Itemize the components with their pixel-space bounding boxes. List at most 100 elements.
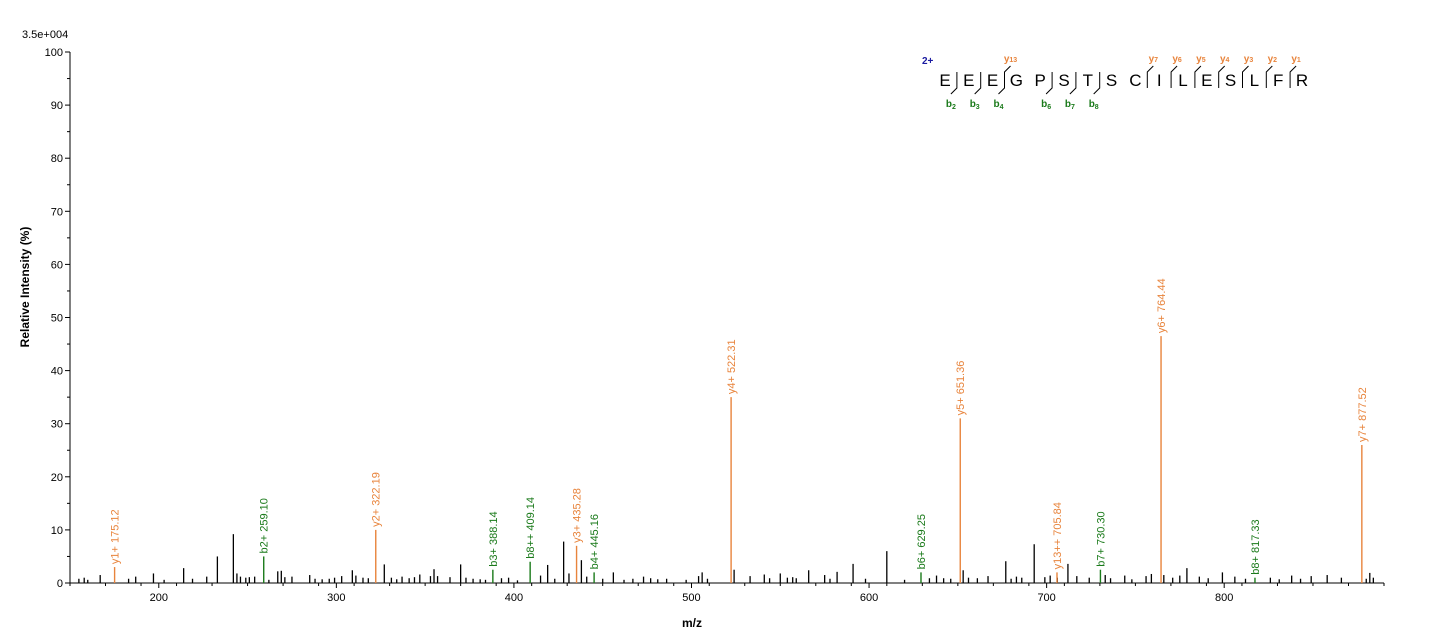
- b-ion-index: 3: [976, 104, 980, 111]
- b-ion-peak-label: b8+ 817.33: [1250, 519, 1262, 574]
- b-ion-index: 7: [1071, 104, 1075, 111]
- sequence-residue: L: [1178, 71, 1187, 90]
- y-tick-label: 90: [51, 100, 63, 112]
- y-tick-label: 50: [51, 313, 63, 325]
- y-ion-bracket: [1265, 65, 1273, 88]
- y-ion-peak-label: y1+ 175.12: [110, 509, 122, 564]
- sequence-residue: E: [1201, 71, 1212, 90]
- y-ion-peak-label: y5+ 651.36: [955, 361, 967, 416]
- sequence-residue: S: [1225, 71, 1236, 90]
- b-ion-bracket: [974, 72, 982, 95]
- sequence-residue: S: [1106, 71, 1117, 90]
- y-tick-label: 80: [51, 153, 63, 165]
- y-ion-annotation: y2: [1268, 54, 1278, 65]
- sequence-residue: G: [1010, 71, 1023, 90]
- y-tick-label: 60: [51, 259, 63, 271]
- b-ion-bracket: [950, 72, 958, 95]
- sequence-residue: S: [1058, 71, 1069, 90]
- b-ion-bracket: [1093, 72, 1101, 95]
- y-ion-peak-label: y3+ 435.28: [572, 488, 584, 543]
- y-tick-label: 30: [51, 419, 63, 431]
- y-ion-annotation: y3: [1244, 54, 1254, 65]
- y-axis-title: Relative Intensity (%): [18, 227, 32, 348]
- b-ion-annotation: b3: [970, 99, 980, 111]
- y-ion-annotation: y13: [1004, 54, 1017, 65]
- y-ion-bracket: [1146, 65, 1154, 88]
- y-ion-bracket: [1194, 65, 1202, 88]
- y-ion-annotation: y1: [1291, 54, 1301, 65]
- y-ion-index: 4: [1226, 57, 1230, 64]
- y-ion-annotation: y5: [1196, 54, 1206, 65]
- b-ion-peak-label: b7+ 730.30: [1095, 511, 1107, 566]
- b-ion-peak-label: b3+ 388.14: [488, 511, 500, 566]
- x-tick-label: 400: [505, 592, 523, 604]
- x-tick-label: 600: [860, 592, 878, 604]
- y-tick-label: 20: [51, 472, 63, 484]
- y-ion-index: 13: [1009, 57, 1017, 64]
- b-ion-index: 4: [1000, 104, 1004, 111]
- y-ion-bracket: [1242, 65, 1249, 88]
- y-ion-peak-label: y2+ 322.19: [371, 472, 383, 527]
- b-ion-peak-label: b2+ 259.10: [259, 498, 271, 553]
- y-ion-peak-label: y6+ 764.44: [1156, 278, 1168, 333]
- y-ion-index: 7: [1154, 57, 1158, 64]
- y-ion-annotation: y4: [1220, 54, 1230, 65]
- precursor-charge: 2+: [922, 56, 934, 67]
- y-tick-label: 0: [57, 578, 63, 590]
- y-ion-bracket: [1218, 65, 1226, 88]
- x-tick-label: 200: [150, 592, 168, 604]
- unmatched-peaks: [78, 534, 1374, 583]
- y-ion-bracket: [1004, 65, 1011, 88]
- b-ion-peak-label: b4+ 445.16: [589, 514, 601, 569]
- sequence-residue: L: [1250, 71, 1259, 90]
- x-tick-label: 800: [1215, 592, 1233, 604]
- y-ion-peak-label: y7+ 877.52: [1357, 387, 1369, 442]
- y-ion-bracket: [1289, 65, 1297, 88]
- y-ion-index: 3: [1249, 57, 1253, 64]
- b-ion-index: 2: [952, 104, 956, 111]
- b-ion-peak-label: b6+ 629.25: [916, 514, 928, 569]
- sequence-residue: E: [987, 71, 998, 90]
- intensity-scale-label: 3.5e+004: [22, 29, 68, 41]
- sequence-residue: F: [1273, 71, 1283, 90]
- x-axis-ticks: 200 300 400 500 600 700 800: [69, 583, 1385, 604]
- x-tick-label: 500: [682, 592, 700, 604]
- y-ion-peak-label: y13++ 705.84: [1052, 502, 1064, 569]
- x-axis-title: m/z: [682, 616, 702, 630]
- x-tick-label: 300: [327, 592, 345, 604]
- y-tick-label: 70: [51, 206, 63, 218]
- b-ion-annotation: b6: [1041, 99, 1051, 111]
- y-ion-index: 6: [1178, 57, 1182, 64]
- sequence-residue: I: [1157, 71, 1162, 90]
- y-ion-annotation: y6: [1172, 54, 1182, 65]
- b-ion-annotation: b7: [1065, 99, 1075, 111]
- y-ion-bracket: [1170, 65, 1178, 88]
- sequence-residue: E: [963, 71, 974, 90]
- b-ion-bracket: [998, 72, 1005, 95]
- y-ion-index: 5: [1202, 57, 1206, 64]
- b-ion-annotation: b8: [1089, 99, 1099, 111]
- b-ion-bracket: [1069, 72, 1077, 95]
- matched-peaks: y1+ 175.12 b2+ 259.10 y2+ 322.19 b3+ 388.14…: [110, 278, 1369, 583]
- y-ion-index: 2: [1273, 57, 1277, 64]
- sequence-residue: T: [1083, 71, 1093, 90]
- y-tick-label: 40: [51, 366, 63, 378]
- b-ion-index: 8: [1095, 104, 1099, 111]
- y-axis-ticks: 0 10 20 30 40 50 60 70 80 90 100: [45, 47, 70, 590]
- b-ion-bracket: [1045, 72, 1053, 95]
- b-ion-annotation: b2: [946, 99, 956, 111]
- b-ion-index: 6: [1047, 104, 1051, 111]
- sequence-residue: E: [939, 71, 950, 90]
- sequence-residue: R: [1296, 71, 1308, 90]
- y-tick-label: 100: [45, 47, 63, 59]
- sequence-residue: C: [1129, 71, 1141, 90]
- y-ion-peak-label: y4+ 522.31: [726, 339, 738, 394]
- b-ion-annotation: b4: [993, 99, 1003, 111]
- y-tick-label: 10: [51, 525, 63, 537]
- x-tick-label: 700: [1037, 592, 1055, 604]
- sequence-residue: P: [1035, 71, 1046, 90]
- y-ion-index: 1: [1297, 57, 1301, 64]
- b-ion-peak-label: b8++ 409.14: [525, 497, 537, 559]
